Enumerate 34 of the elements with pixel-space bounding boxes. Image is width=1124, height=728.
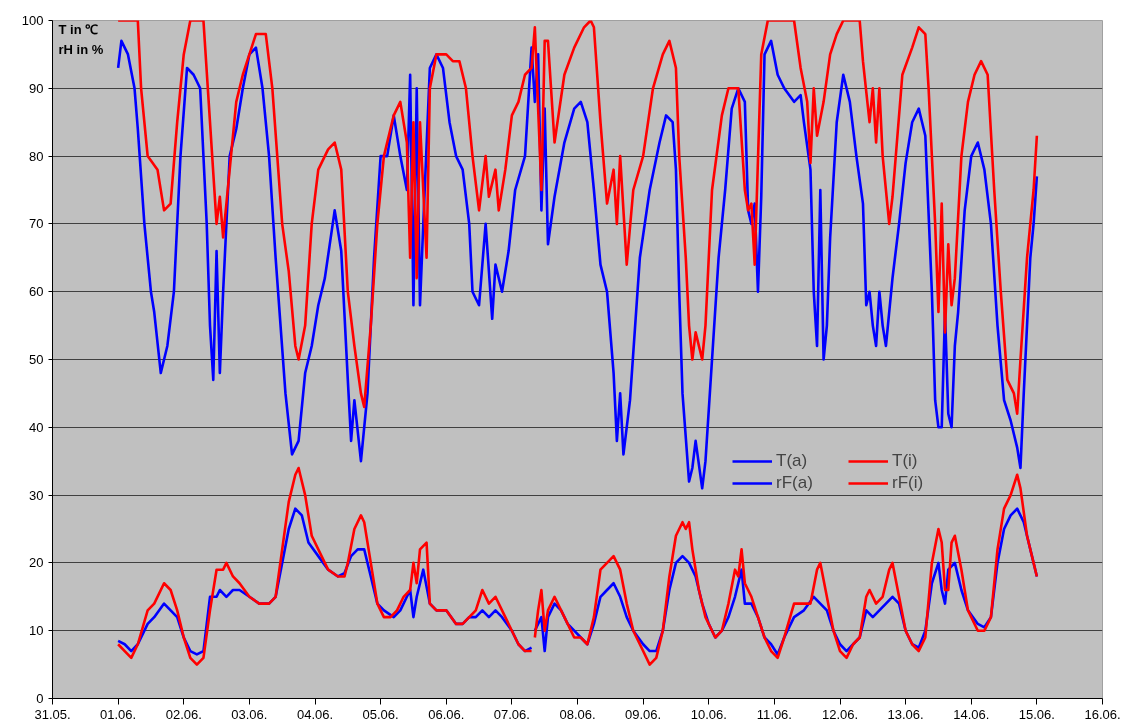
legend-label: T(a) (776, 451, 809, 471)
x-tick-label: 11.06. (756, 706, 792, 722)
y-tick-label: 50 (29, 352, 44, 367)
legend-label: rF(a) (776, 473, 814, 493)
y-tick-label: 70 (29, 216, 44, 232)
x-tick-label: 05.06. (362, 706, 399, 722)
legend-label: T(i) (892, 451, 919, 471)
legend-label: rF(i) (892, 473, 925, 493)
y-tick-label: 80 (29, 148, 44, 164)
x-tick-label: 04.06. (296, 706, 334, 722)
x-tick-label: 02.06. (165, 706, 202, 722)
x-tick-label: 09.06. (625, 706, 662, 722)
x-tick-label: 03.06. (231, 706, 268, 722)
x-tick-label: 16.06. (1084, 706, 1121, 722)
x-tick-label: 13.06. (887, 706, 924, 722)
y-tick-label: 0 (36, 691, 44, 706)
y-tick-label: 10 (29, 623, 44, 639)
annotation: rH in % (58, 41, 104, 57)
x-tick-label: 07.06. (493, 706, 530, 722)
y-tick-label: 20 (29, 555, 44, 571)
x-tick-label: 14.06. (953, 706, 990, 722)
x-tick-label: 08.06. (559, 706, 596, 722)
y-tick-label: 30 (29, 487, 44, 503)
x-tick-label: 10.06. (690, 706, 727, 722)
x-tick-label: 06.06. (428, 706, 465, 722)
x-tick-label: 31.05. (34, 706, 71, 722)
annotation: T in ℃ (58, 21, 99, 37)
x-tick-label: 01.06. (100, 706, 137, 722)
y-tick-label: 60 (29, 284, 44, 300)
x-tick-label: 12.06. (821, 706, 859, 722)
y-tick-label: 40 (29, 419, 44, 435)
x-tick-label: 15.06. (1018, 706, 1055, 722)
y-tick-label: 100 (21, 13, 44, 28)
y-tick-label: 90 (29, 80, 44, 96)
